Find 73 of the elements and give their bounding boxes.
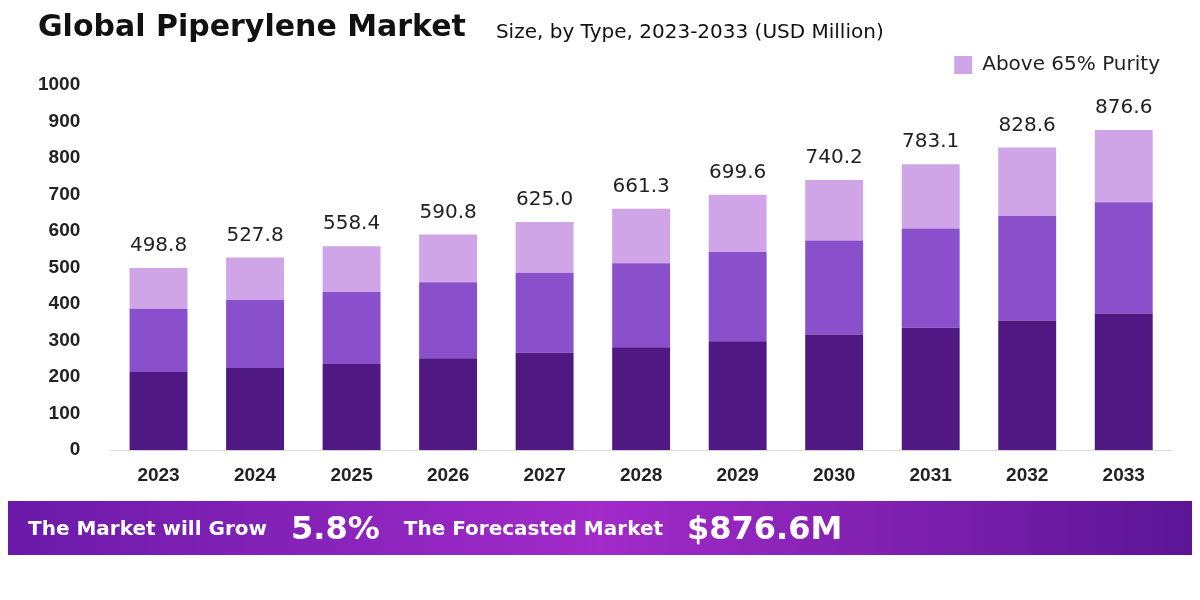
text: 5.8% <box>291 509 380 547</box>
total-label: 590.8 <box>419 198 477 223</box>
bar <box>129 268 188 309</box>
bar <box>612 263 671 348</box>
total-label: 783.1 <box>902 128 960 153</box>
y-tick-label: 1000 <box>37 73 81 95</box>
bar <box>1094 202 1153 314</box>
x-tick-label: 2033 <box>1102 463 1145 485</box>
total-label: 661.3 <box>612 172 670 197</box>
y-tick-label: 500 <box>48 255 81 277</box>
x-tick-label: 2025 <box>330 463 374 485</box>
bar <box>998 320 1057 451</box>
x-tick-label: 2031 <box>909 463 953 485</box>
y-tick-label: 800 <box>48 146 81 168</box>
chart-subtitle: Size, by Type, 2023-2033 (USD Million) <box>495 19 884 43</box>
bar <box>226 368 285 451</box>
bar <box>708 194 767 252</box>
y-tick-label: 300 <box>48 328 81 350</box>
bar <box>901 327 960 451</box>
y-tick-label: 100 <box>48 401 81 423</box>
y-tick-label: 900 <box>48 109 81 131</box>
x-tick-label: 2027 <box>523 463 566 485</box>
text: The Forecasted Market <box>403 516 664 540</box>
bar <box>419 282 478 359</box>
bar <box>998 147 1057 217</box>
bar <box>515 352 574 451</box>
bar <box>901 228 960 328</box>
x-tick-label: 2023 <box>137 463 180 485</box>
bar <box>419 234 478 283</box>
bar <box>612 347 671 451</box>
total-label: 740.2 <box>805 144 863 169</box>
x-tick-label: 2028 <box>619 463 663 485</box>
bar <box>226 257 285 301</box>
bar <box>322 364 381 451</box>
total-label: 558.4 <box>322 210 381 235</box>
x-tick-label: 2024 <box>233 463 277 485</box>
chart-title: Global Piperylene Market <box>38 8 466 43</box>
legend-label: Above 65% Purity <box>982 51 1161 76</box>
y-tick-label: 200 <box>48 365 81 387</box>
bar <box>419 358 478 451</box>
bar <box>708 341 767 451</box>
x-tick-label: 2026 <box>426 463 470 485</box>
bar <box>805 240 864 335</box>
text: $876.6M <box>687 509 843 547</box>
bar <box>226 300 285 369</box>
bar <box>1094 130 1153 203</box>
total-label: 625.0 <box>515 186 574 211</box>
y-tick-label: 0 <box>69 438 81 460</box>
text: The Market will Grow <box>28 516 268 540</box>
bar <box>515 272 574 353</box>
y-tick-label: 700 <box>48 182 81 204</box>
total-label: 699.6 <box>709 158 767 183</box>
bar <box>998 216 1057 321</box>
x-tick-label: 2032 <box>1006 463 1049 485</box>
y-tick-label: 600 <box>48 219 81 241</box>
total-label: 876.6 <box>1095 94 1153 119</box>
bar <box>129 372 188 451</box>
bar <box>1094 313 1153 451</box>
bar <box>805 179 864 241</box>
bar <box>901 164 960 229</box>
bar <box>322 246 381 293</box>
bar <box>708 251 767 342</box>
total-label: 828.6 <box>998 111 1056 136</box>
bar <box>612 208 671 264</box>
x-tick-label: 2030 <box>813 463 856 485</box>
bar <box>515 221 574 273</box>
total-label: 498.8 <box>129 232 188 257</box>
bar <box>805 334 864 451</box>
total-label: 527.8 <box>226 221 284 246</box>
bar <box>322 292 381 365</box>
bar <box>129 308 188 373</box>
y-tick-label: 400 <box>48 292 81 314</box>
x-tick-label: 2029 <box>716 463 759 485</box>
